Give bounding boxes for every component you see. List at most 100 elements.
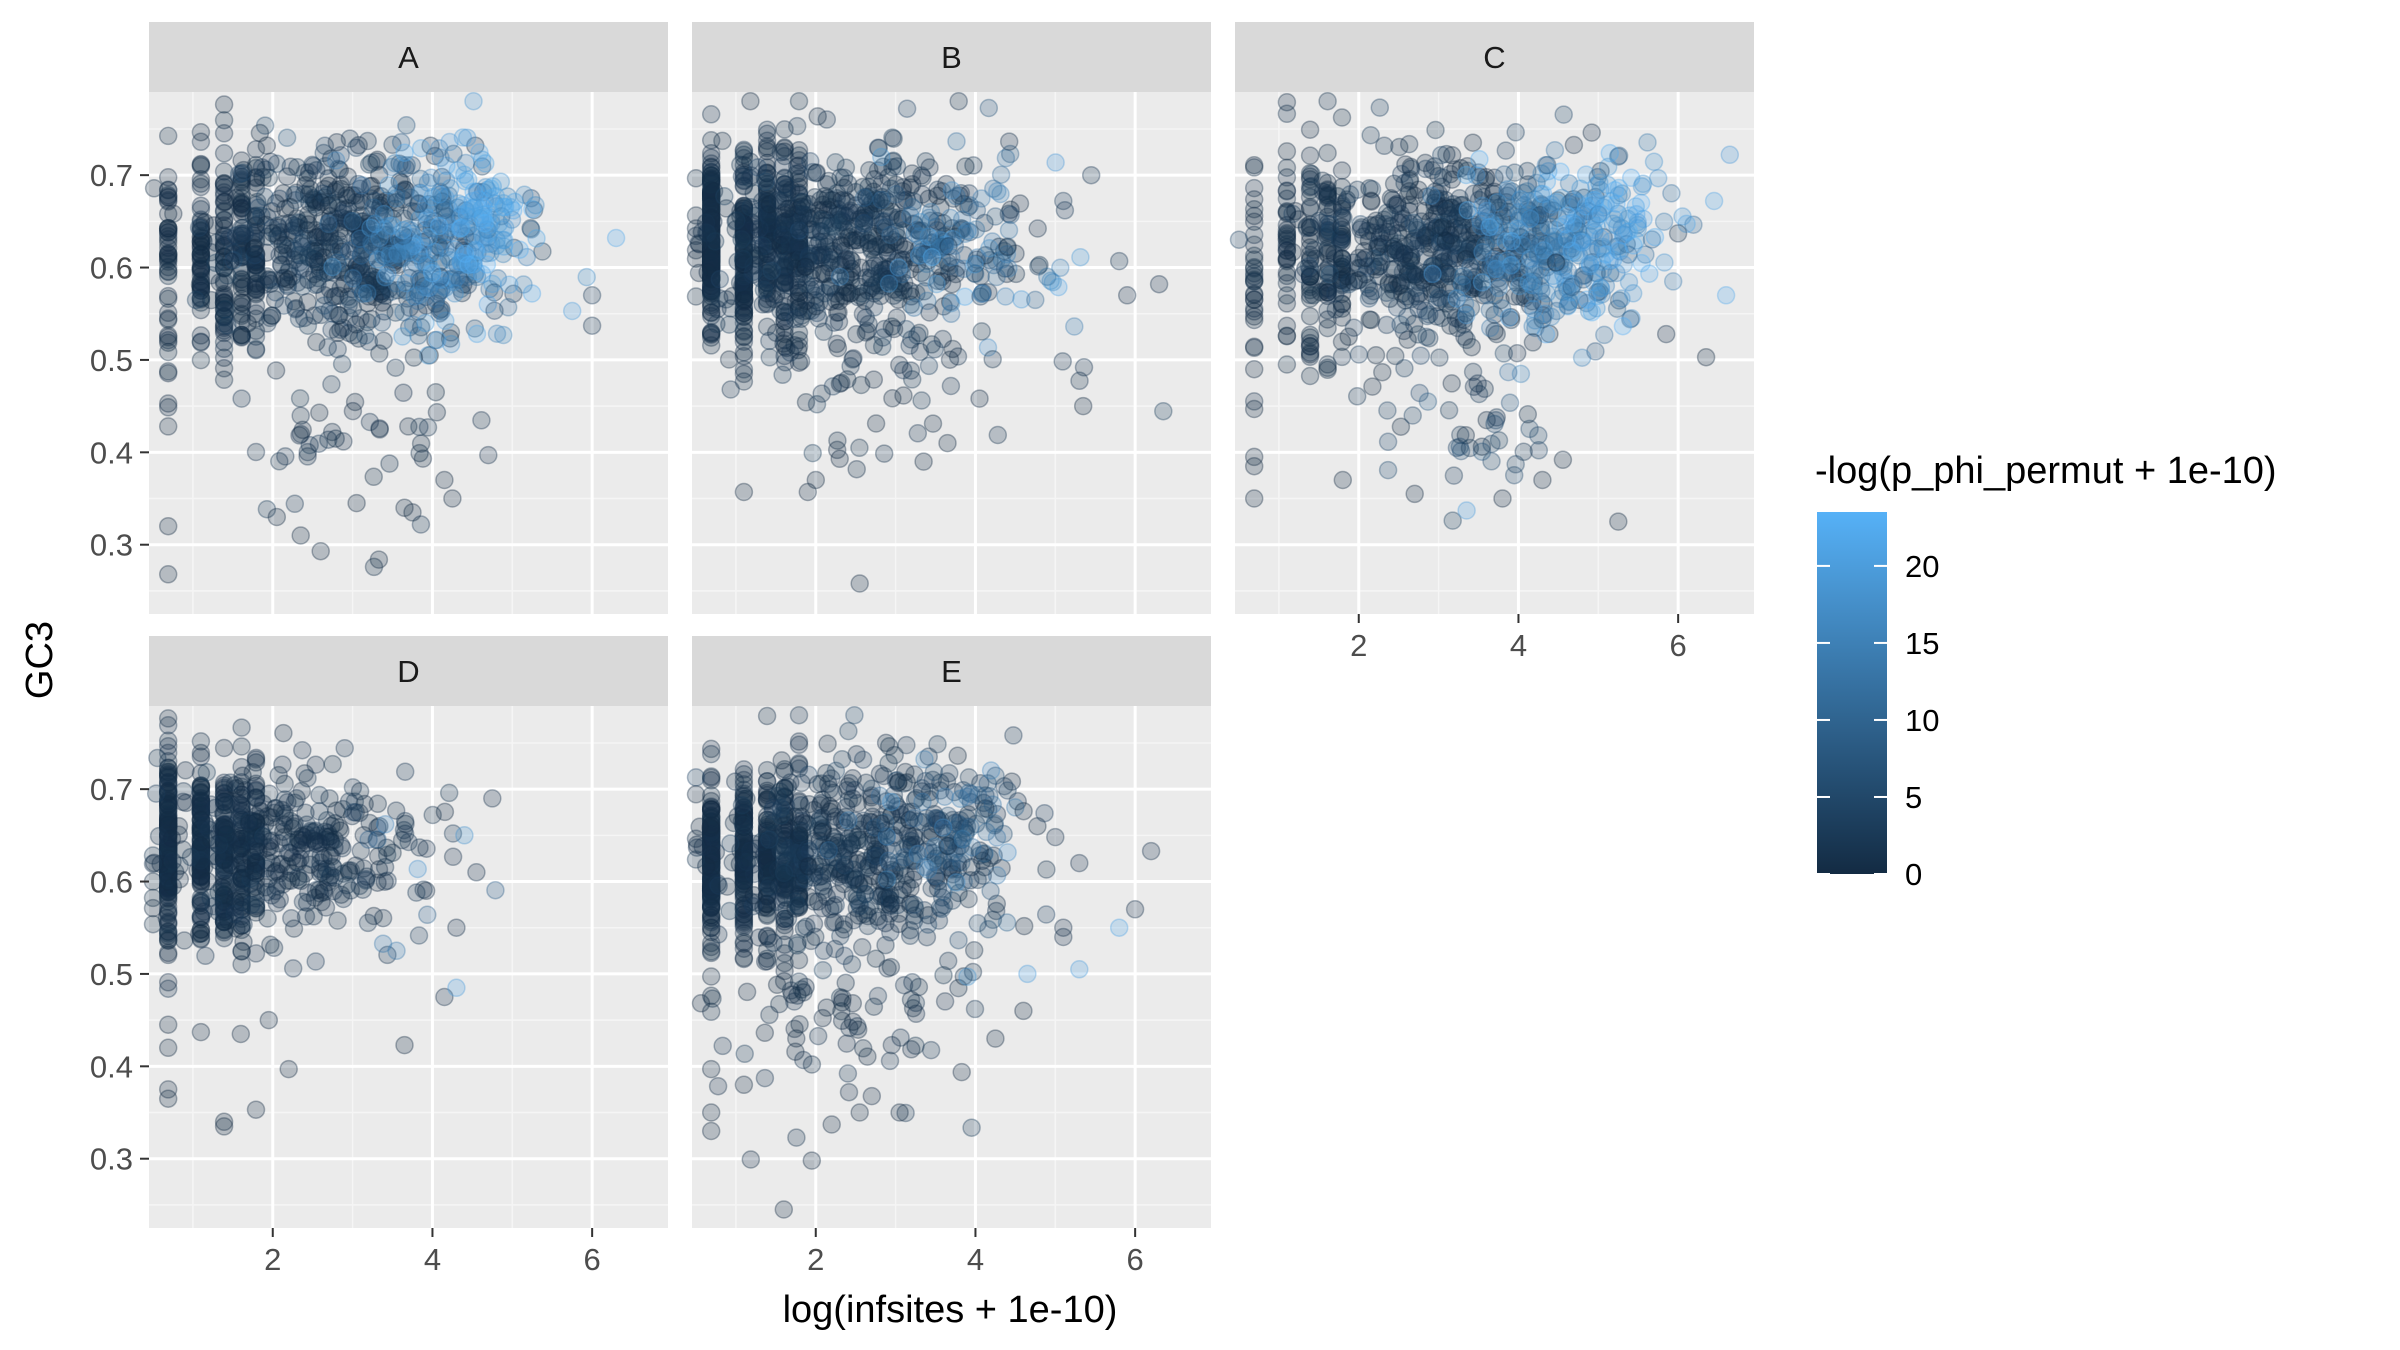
scatter-point <box>1351 220 1370 239</box>
scatter-point <box>859 233 878 253</box>
scatter-point <box>1277 316 1297 336</box>
scatter-point <box>175 931 194 950</box>
scatter-point <box>191 170 211 189</box>
scatter-point <box>338 188 357 208</box>
scatter-point <box>214 284 234 304</box>
scatter-point <box>1531 276 1550 296</box>
scatter-point <box>276 235 295 254</box>
scatter-point <box>191 260 211 279</box>
scatter-point <box>315 136 335 156</box>
scatter-point <box>444 144 463 164</box>
scatter-point <box>1405 484 1424 504</box>
scatter-point <box>386 358 405 377</box>
scatter-point <box>1655 253 1674 272</box>
scatter-point <box>232 176 251 196</box>
scatter-point <box>246 442 266 462</box>
scatter-point <box>1613 316 1633 336</box>
scatter-point <box>1326 300 1346 319</box>
scatter-point <box>191 245 211 265</box>
scatter-point <box>343 250 363 269</box>
scatter-point <box>339 241 359 261</box>
scatter-point <box>214 202 234 222</box>
scatter-point <box>232 199 251 218</box>
scatter-point <box>274 723 293 743</box>
scatter-point <box>214 316 234 336</box>
scatter-point <box>214 307 234 326</box>
scatter-point <box>246 155 266 175</box>
scatter-point <box>158 394 178 413</box>
scatter-point <box>214 259 234 278</box>
scatter-point <box>458 170 478 189</box>
scatter-point <box>196 816 216 835</box>
scatter-point <box>1074 358 1094 377</box>
scatter-point <box>232 278 251 298</box>
scatter-point <box>1370 98 1390 117</box>
scatter-point <box>246 1100 266 1119</box>
scatter-point <box>191 228 211 248</box>
scatter-point <box>397 116 416 135</box>
scatter-point <box>1154 401 1173 421</box>
scatter-point <box>789 735 809 755</box>
scatter-point <box>795 198 814 217</box>
scatter-point <box>246 255 266 274</box>
scatter-point <box>741 91 760 111</box>
scatter-point <box>309 257 329 277</box>
scatter-point <box>214 201 234 220</box>
scatter-point <box>347 256 366 276</box>
scatter-point <box>1480 300 1500 320</box>
scatter-point <box>1360 310 1379 329</box>
scatter-point <box>191 277 211 297</box>
scatter-point <box>246 263 266 283</box>
scatter-point <box>1467 166 1486 185</box>
scatter-point <box>232 325 251 345</box>
scatter-point <box>304 250 324 269</box>
scatter-point <box>1313 182 1333 201</box>
scatter-point <box>757 760 777 780</box>
scatter-point <box>864 298 884 317</box>
scatter-point <box>972 322 991 341</box>
facet-panel <box>692 706 1211 1228</box>
scatter-point <box>320 256 340 275</box>
scatter-point <box>1564 135 1584 155</box>
scatter-point <box>430 185 449 204</box>
scatter-point <box>320 211 339 231</box>
scatter-point <box>710 270 730 289</box>
scatter-point <box>331 175 351 195</box>
scatter-point <box>1244 190 1264 209</box>
scatter-point <box>444 214 463 233</box>
scatter-point <box>191 221 211 241</box>
facet-panel <box>149 92 668 614</box>
scatter-point <box>264 938 284 958</box>
scatter-point <box>256 160 275 179</box>
scatter-point <box>246 253 266 272</box>
scatter-point <box>214 258 234 278</box>
scatter-point <box>1399 134 1419 154</box>
scatter-point <box>246 339 266 359</box>
scatter-point <box>785 309 805 329</box>
scatter-point <box>442 270 461 289</box>
scatter-point <box>448 255 467 275</box>
scatter-point <box>852 938 872 957</box>
scatter-point <box>266 361 286 380</box>
scatter-point <box>696 213 716 233</box>
scatter-point <box>991 165 1011 184</box>
scatter-point <box>755 168 775 188</box>
scatter-point <box>1720 145 1740 165</box>
scatter-point <box>1696 347 1716 367</box>
scatter-point <box>1366 345 1386 365</box>
scatter-point <box>1423 264 1442 284</box>
scatter-point <box>158 363 178 383</box>
scatter-point <box>1398 330 1417 349</box>
scatter-point <box>158 565 178 584</box>
scatter-point <box>1417 327 1436 347</box>
scatter-point <box>246 216 266 235</box>
scatter-point <box>324 881 343 901</box>
scatter-point <box>191 232 211 252</box>
scatter-point <box>510 240 529 259</box>
scatter-point <box>283 959 303 978</box>
scatter-point <box>311 222 330 242</box>
scatter-point <box>146 784 166 803</box>
scatter-point <box>194 231 213 251</box>
scatter-point <box>840 284 859 303</box>
